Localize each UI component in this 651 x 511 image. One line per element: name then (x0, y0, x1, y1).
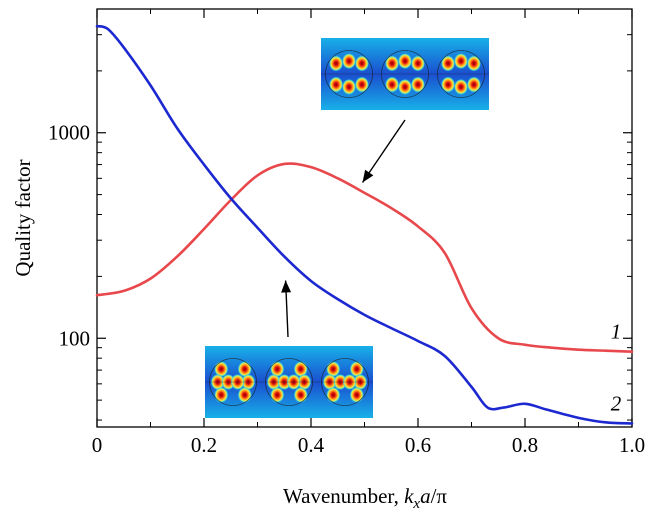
inset-field-lobe (385, 55, 400, 72)
y-tick-label: 1000 (48, 121, 90, 145)
inset-field-lobe (293, 386, 308, 403)
inset-field-lobe (354, 55, 369, 72)
inset-field-lobe (341, 78, 357, 95)
inset-field-lobe (329, 55, 344, 72)
inset-field-lobe (466, 76, 481, 93)
x-axis-title-rest: /π (431, 484, 448, 508)
inset-field-lobe (349, 386, 364, 403)
inset-field-lobe (354, 76, 369, 93)
inset-field-lobe (466, 55, 481, 72)
inset-field-lobe (270, 361, 285, 378)
axis-ticks (96, 8, 633, 427)
series-label-1: 1 (611, 320, 622, 344)
series-line-1 (95, 162, 634, 354)
inset-field-lobe (237, 361, 252, 378)
inset-field-lobe (329, 76, 344, 93)
x-tick-label: 1.0 (619, 433, 645, 457)
inset-field-lobe (326, 386, 341, 403)
x-axis-title-main: Wavenumber, (283, 484, 404, 508)
inset-mode-1 (321, 38, 489, 183)
inset-field-lobe (410, 76, 425, 93)
tick-labels: 0 0.2 0.4 0.6 0.8 1.0 100 1000 (48, 121, 645, 457)
inset-field-lobe (441, 55, 456, 72)
inset-field-lobe (270, 386, 285, 403)
inset-arrow-head (281, 280, 292, 293)
series-line-2 (95, 24, 634, 425)
y-axis-title: Quality factor (11, 159, 35, 276)
inset-arrow-head (362, 169, 374, 183)
y-tick-label: 100 (59, 326, 91, 350)
inset-field-lobe (453, 78, 469, 95)
x-tick-label: 0.2 (191, 433, 217, 457)
inset-field-lobe (385, 76, 400, 93)
inset-mode-2 (205, 280, 373, 418)
inset-arrow-shaft (361, 119, 406, 183)
inset-field-lobe (237, 386, 252, 403)
series-layer: 12 (95, 24, 634, 425)
inset-field-lobe (397, 53, 413, 70)
x-tick-label: 0.8 (512, 433, 538, 457)
inset-field-lobe (349, 361, 364, 378)
x-tick-label: 0 (92, 433, 103, 457)
x-tick-label: 0.6 (405, 433, 431, 457)
x-axis-title-k: k (404, 484, 414, 508)
inset-field-lobe (214, 386, 229, 403)
inset-field-lobe (397, 78, 413, 95)
inset-field-lobe (453, 53, 469, 70)
x-axis-title-sub: x (412, 496, 420, 511)
inset-field-lobe (214, 361, 229, 378)
inset-layer (205, 38, 489, 418)
x-axis-title: Wavenumber, kxa/π (283, 484, 447, 511)
inset-field-lobe (293, 361, 308, 378)
inset-field-lobe (441, 76, 456, 93)
inset-field-lobe (341, 53, 357, 70)
inset-field-lobe (326, 361, 341, 378)
series-label-2: 2 (611, 391, 622, 415)
x-axis-title-a: a (420, 484, 431, 508)
x-tick-label: 0.4 (298, 433, 325, 457)
inset-field-lobe (410, 55, 425, 72)
